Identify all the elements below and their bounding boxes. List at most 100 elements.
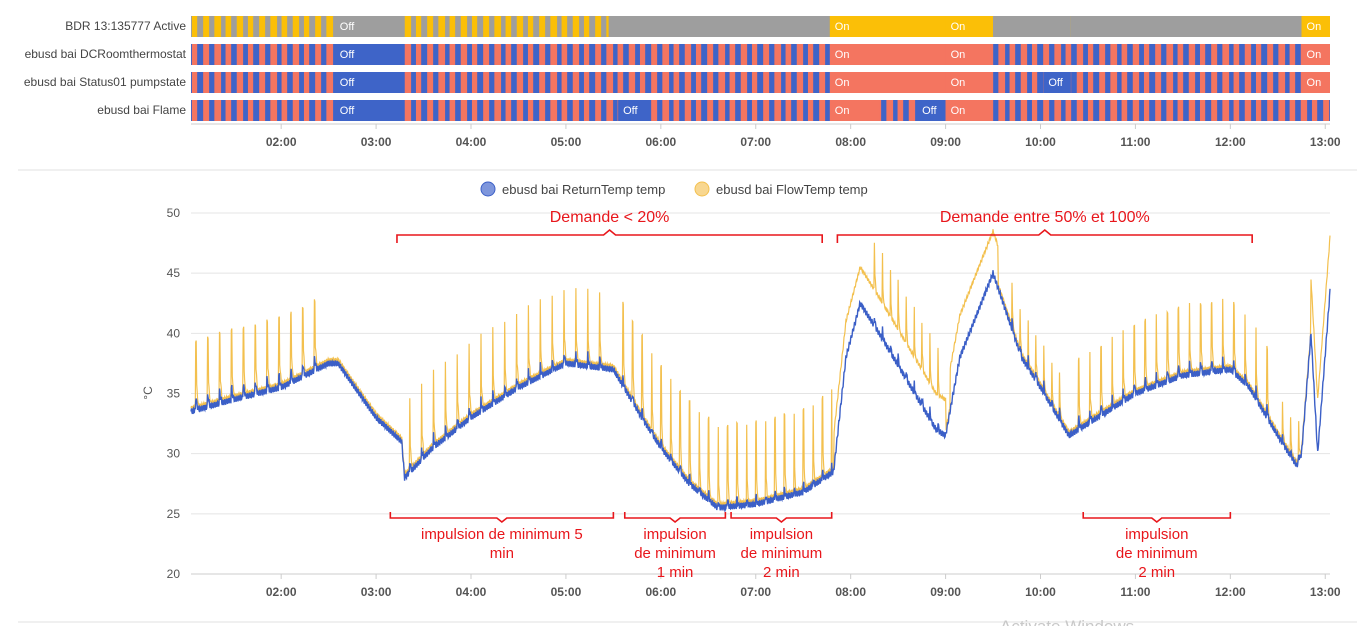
timeline-pulse bbox=[617, 44, 624, 65]
timeline-pulse bbox=[460, 100, 468, 121]
timeline-pulse bbox=[527, 100, 534, 121]
timeline-pulse bbox=[819, 100, 826, 121]
timeline-pulse bbox=[203, 72, 210, 93]
timeline-pulse bbox=[651, 72, 658, 93]
timeline-pulse bbox=[819, 44, 826, 65]
pulse-brace-label: 2 min bbox=[763, 564, 800, 581]
timeline-pulse bbox=[1031, 72, 1038, 93]
timeline-pulse bbox=[214, 16, 222, 37]
timeline-pulse bbox=[1087, 72, 1094, 93]
timeline-pulse bbox=[281, 72, 288, 93]
pulse-brace: impulsion de minimum 5 min bbox=[389, 512, 615, 562]
timeline-pulse bbox=[1099, 44, 1106, 65]
timeline-pulse bbox=[236, 44, 244, 65]
x-tick-label: 04:00 bbox=[456, 585, 487, 599]
timeline-pulse bbox=[292, 100, 300, 121]
timeline-pulse bbox=[415, 100, 422, 121]
timeline-pulse bbox=[494, 16, 502, 37]
timeline-pulse bbox=[1110, 72, 1118, 93]
timeline-segment-label: On bbox=[1307, 77, 1322, 89]
timeline-pulse bbox=[1166, 44, 1174, 65]
timeline-row: ebusd bai Flame Off Off On Off On bbox=[97, 100, 1330, 121]
pulse-brace-label: 2 min bbox=[1138, 564, 1175, 581]
timeline-pulse bbox=[449, 72, 456, 93]
timeline-pulse bbox=[404, 72, 412, 93]
timeline-pulse bbox=[247, 100, 254, 121]
timeline-row: ebusd bai DCRoomthermostat Off On On On bbox=[25, 44, 1330, 65]
timeline-pulse bbox=[1300, 100, 1308, 121]
timeline-pulse bbox=[1020, 44, 1028, 65]
legend-flow-swatch[interactable] bbox=[694, 181, 710, 197]
timeline-pulse bbox=[247, 72, 254, 93]
pulse-brace-label: min bbox=[490, 545, 514, 562]
timeline-pulse bbox=[471, 44, 478, 65]
timeline-pulse bbox=[740, 44, 748, 65]
timeline-pulse bbox=[785, 72, 792, 93]
timeline-pulse bbox=[1155, 44, 1162, 65]
chart-legend[interactable]: ebusd bai ReturnTemp temp ebusd bai Flow… bbox=[480, 181, 868, 197]
timeline-pulse bbox=[292, 72, 300, 93]
timeline-pulse bbox=[449, 44, 456, 65]
timeline-pulse bbox=[516, 44, 524, 65]
pulse-brace-shape bbox=[623, 512, 727, 524]
timeline-pulse bbox=[516, 72, 524, 93]
timeline-pulse bbox=[572, 100, 580, 121]
timeline-segment-label: Off bbox=[340, 105, 355, 117]
timeline-pulse bbox=[326, 16, 334, 37]
legend-return-label[interactable]: ebusd bai ReturnTemp temp bbox=[502, 182, 665, 197]
timeline-pulse bbox=[247, 16, 254, 37]
timeline-pulse bbox=[1132, 44, 1140, 65]
timeline-pulse bbox=[651, 100, 658, 121]
timeline-pulse bbox=[438, 100, 446, 121]
timeline-pulse bbox=[281, 100, 288, 121]
pulse-brace-label: impulsion bbox=[643, 526, 706, 543]
timeline-pulse bbox=[1289, 72, 1296, 93]
timeline-pulse bbox=[729, 72, 736, 93]
timeline-pulse bbox=[774, 44, 782, 65]
timeline-pulse bbox=[1278, 44, 1286, 65]
legend-flow-label[interactable]: ebusd bai FlowTemp temp bbox=[716, 182, 868, 197]
timeline-pulse bbox=[1043, 44, 1050, 65]
timeline-tick-label: 11:00 bbox=[1120, 135, 1150, 149]
timeline-pulse bbox=[270, 72, 278, 93]
timeline-pulse bbox=[651, 44, 658, 65]
timeline-pulse bbox=[718, 100, 726, 121]
timeline-pulse bbox=[1177, 44, 1184, 65]
timeline-pulse bbox=[774, 72, 782, 93]
legend-return-swatch[interactable] bbox=[480, 181, 496, 197]
timeline-pulse bbox=[1065, 100, 1072, 121]
timeline-pulse bbox=[247, 44, 254, 65]
timeline-pulse bbox=[583, 72, 590, 93]
demand-brace: Demande < 20% bbox=[396, 209, 823, 243]
timeline-pulse bbox=[1031, 100, 1038, 121]
timeline-pulse bbox=[427, 72, 434, 93]
timeline-pulse bbox=[751, 44, 758, 65]
timeline-pulse bbox=[718, 44, 726, 65]
timeline-pulse bbox=[886, 100, 894, 121]
timeline-pulse bbox=[303, 44, 310, 65]
timeline-on-segment bbox=[945, 72, 994, 93]
timeline-tick-label: 08:00 bbox=[835, 135, 866, 149]
timeline-pulse bbox=[214, 100, 222, 121]
pulse-brace-label: de minimum bbox=[741, 545, 823, 562]
timeline-pulse bbox=[315, 100, 322, 121]
timeline-on-segment bbox=[1301, 16, 1330, 37]
timeline-pulse bbox=[1121, 44, 1128, 65]
y-axis-title: °C bbox=[141, 386, 155, 400]
timeline-pulse bbox=[203, 100, 210, 121]
timeline-pulse bbox=[628, 72, 636, 93]
timeline-pulse bbox=[527, 44, 534, 65]
timeline-pulse bbox=[483, 16, 490, 37]
timeline-pulse bbox=[191, 100, 198, 121]
timeline-pulse bbox=[494, 72, 502, 93]
timeline-pulse bbox=[315, 72, 322, 93]
timeline-pulse bbox=[1233, 100, 1240, 121]
timeline-segment-label: On bbox=[835, 21, 850, 33]
y-tick-label: 25 bbox=[167, 507, 181, 521]
timeline-pulse bbox=[259, 72, 266, 93]
returntemp-series-line bbox=[190, 270, 1331, 513]
timeline-pulse bbox=[527, 16, 534, 37]
timeline-pulse bbox=[281, 44, 288, 65]
timeline-pulse bbox=[561, 100, 568, 121]
timeline-off-segment bbox=[993, 16, 1071, 37]
